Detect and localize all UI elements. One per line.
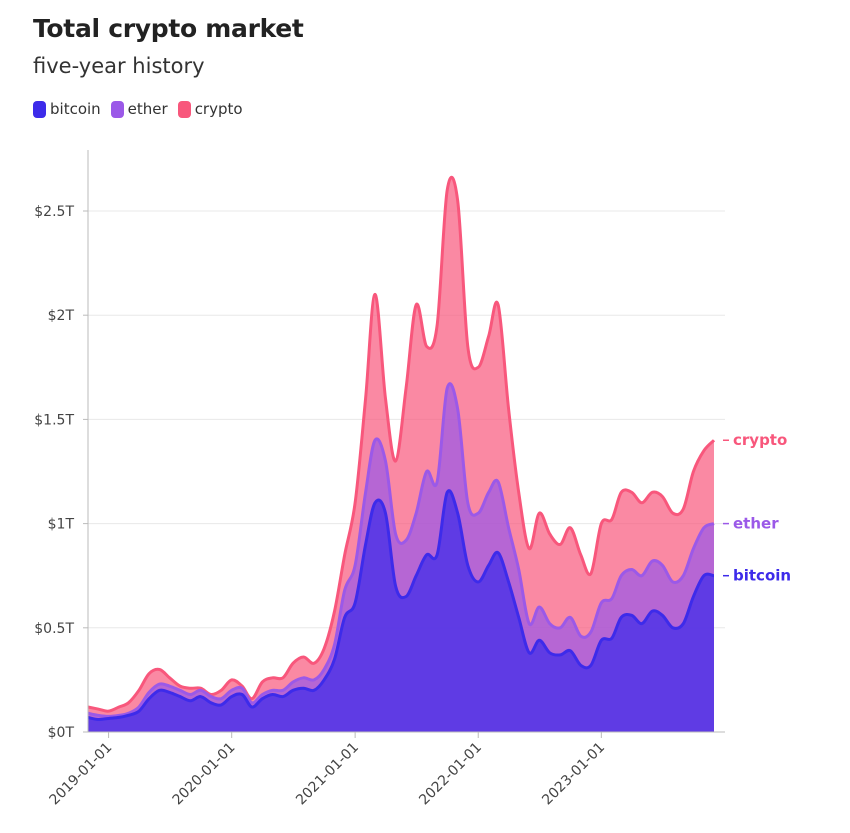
end-label-crypto: crypto bbox=[733, 431, 787, 449]
legend-item-crypto[interactable]: crypto bbox=[177, 100, 243, 118]
y-tick-label: $2T bbox=[48, 308, 75, 324]
area-series bbox=[87, 175, 716, 733]
x-tick-label: 2023-01-01 bbox=[539, 740, 608, 809]
x-tick-label: 2022-01-01 bbox=[416, 740, 485, 809]
legend-label-crypto: crypto bbox=[194, 100, 243, 118]
axes bbox=[83, 150, 725, 738]
legend-swatch-bitcoin bbox=[33, 100, 46, 118]
x-tick-label: 2019-01-01 bbox=[47, 740, 116, 809]
line-ether bbox=[87, 382, 715, 718]
y-tick-label: $0T bbox=[48, 725, 75, 741]
y-tick-label: $2.5T bbox=[34, 204, 74, 220]
legend: bitcoin ether crypto bbox=[33, 100, 243, 118]
end-label-bitcoin: bitcoin bbox=[733, 567, 791, 585]
legend-swatch-crypto bbox=[177, 100, 191, 118]
y-tick-label: $0.5T bbox=[34, 621, 74, 637]
area-ether bbox=[88, 383, 714, 732]
legend-label-ether: ether bbox=[127, 100, 168, 118]
line-crypto bbox=[87, 175, 716, 713]
y-tick-label: $1T bbox=[48, 517, 75, 533]
line-bitcoin bbox=[87, 489, 715, 722]
area-bitcoin bbox=[88, 490, 714, 732]
legend-item-bitcoin[interactable]: bitcoin bbox=[33, 100, 101, 118]
chart-title: Total crypto market bbox=[33, 14, 304, 43]
x-tick-label: 2021-01-01 bbox=[293, 740, 362, 809]
chart-subtitle: five-year history bbox=[33, 54, 205, 78]
y-tick-label: $1.5T bbox=[34, 412, 74, 428]
legend-item-ether[interactable]: ether bbox=[110, 100, 168, 118]
area-crypto bbox=[88, 177, 714, 733]
x-tick-label: 2020-01-01 bbox=[170, 740, 239, 809]
legend-swatch-ether bbox=[110, 100, 124, 118]
legend-label-bitcoin: bitcoin bbox=[50, 100, 101, 118]
end-label-ether: ether bbox=[733, 515, 779, 533]
